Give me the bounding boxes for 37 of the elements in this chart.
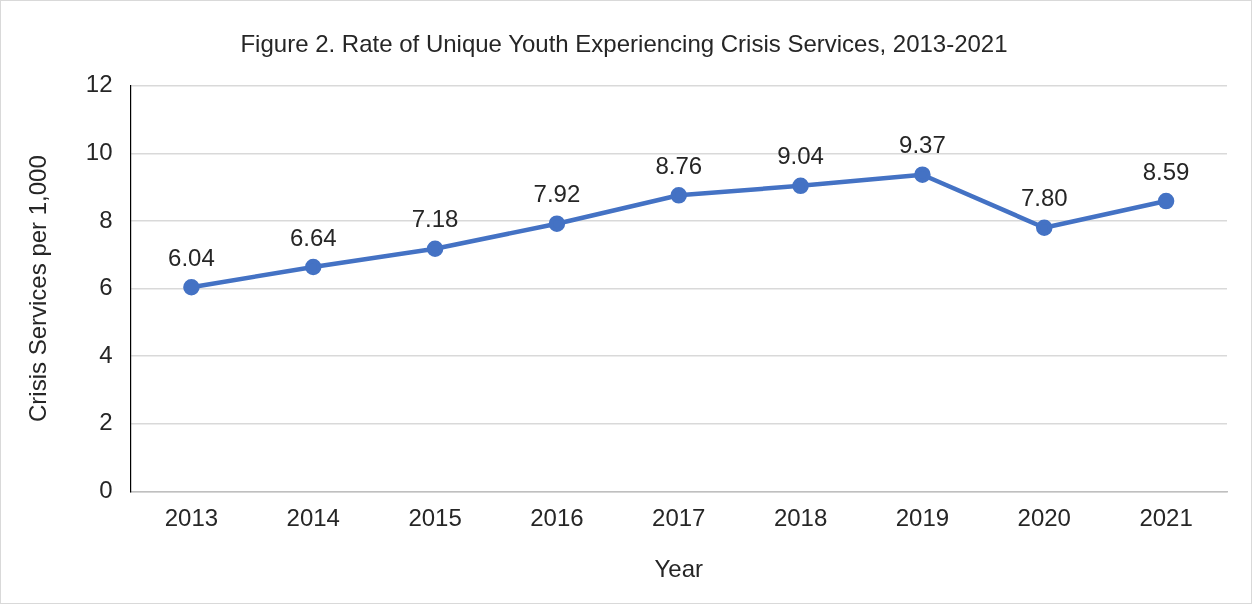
point bbox=[1157, 192, 1175, 210]
data-label: 7.18 bbox=[411, 205, 459, 233]
point bbox=[670, 187, 687, 204]
point bbox=[914, 166, 931, 183]
x-axis-title: Year bbox=[654, 555, 703, 583]
data-label: 9.04 bbox=[777, 142, 824, 170]
x-tick-label: 2016 bbox=[530, 504, 584, 532]
x-tick-label: 2020 bbox=[1017, 504, 1071, 532]
y-tick-label: 10 bbox=[85, 138, 113, 166]
data-label: 9.37 bbox=[899, 131, 946, 159]
x-tick-label: 2015 bbox=[408, 504, 462, 532]
data-label: 6.64 bbox=[289, 223, 337, 251]
x-tick-label: 2017 bbox=[652, 504, 706, 532]
x-tick-label: 2013 bbox=[164, 504, 219, 532]
y-tick-label: 2 bbox=[99, 408, 113, 436]
y-tick-label: 0 bbox=[99, 476, 113, 504]
point bbox=[305, 258, 322, 276]
data-label: 6.04 bbox=[168, 243, 215, 271]
data-label: 8.59 bbox=[1142, 157, 1190, 185]
data-label: 7.92 bbox=[533, 180, 581, 208]
point bbox=[426, 240, 444, 257]
y-tick-label: 6 bbox=[99, 273, 113, 301]
point bbox=[548, 215, 566, 232]
x-tick-label: 2018 bbox=[773, 504, 828, 532]
chart-title: Figure 2. Rate of Unique Youth Experiencing Crisis Services, 2013-2021 bbox=[240, 30, 1008, 58]
x-tick-label: 2014 bbox=[286, 504, 340, 532]
x-tick-label: 2019 bbox=[895, 504, 950, 532]
y-tick-label: 12 bbox=[85, 70, 113, 98]
data-label: 7.80 bbox=[1020, 184, 1068, 212]
point bbox=[792, 177, 809, 195]
x-tick-label: 2021 bbox=[1139, 504, 1193, 532]
y-axis-title: Crisis Services per 1,000 bbox=[24, 155, 52, 422]
data-label: 8.76 bbox=[655, 151, 703, 179]
y-tick-label: 4 bbox=[99, 340, 113, 368]
y-tick-label: 8 bbox=[99, 205, 113, 233]
point bbox=[183, 279, 200, 296]
point bbox=[1036, 219, 1053, 237]
